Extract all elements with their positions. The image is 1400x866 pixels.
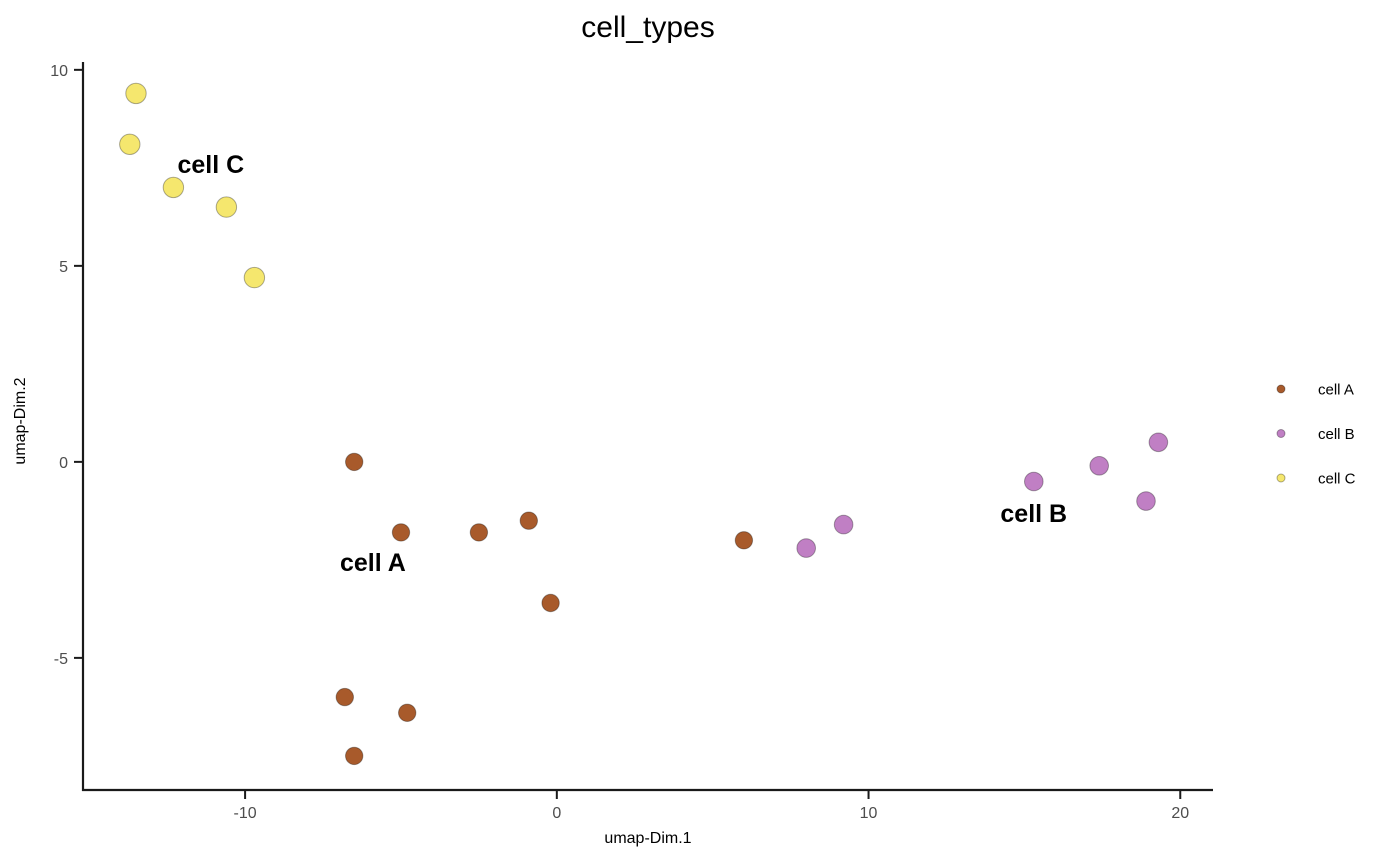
data-point-cell-a [345,452,364,472]
data-point-cell-a [469,523,489,542]
x-tick-label: 20 [1171,805,1189,822]
plot-title: cell_types [581,11,715,44]
data-point-cell-b [1148,432,1169,453]
data-point-cell-c [119,133,141,156]
data-point-cell-b [1136,491,1156,511]
data-point-cell-a [519,511,538,530]
legend-label-cell-c: cell C [1318,471,1356,488]
y-tick-label: -5 [54,651,68,668]
legend-swatch-cell-a [1276,384,1286,394]
legend-label-cell-a: cell A [1318,382,1354,399]
data-point-cell-a [345,746,364,766]
y-tick-label: 0 [59,455,68,472]
x-axis-title: umap-Dim.1 [604,830,692,847]
data-point-cell-b [1089,456,1109,476]
cluster-label-cell-c: cell C [177,151,244,179]
data-point-cell-c [125,82,147,105]
legend-label-cell-b: cell B [1318,426,1355,443]
data-point-cell-c [215,196,238,218]
x-tick-label: 0 [552,805,561,822]
data-point-cell-b [796,538,817,558]
data-point-cell-a [335,687,354,707]
cluster-label-cell-a: cell A [340,549,406,577]
x-tick-label: -10 [234,805,257,822]
data-point-cell-c [243,266,266,289]
x-tick-label: 10 [860,805,878,822]
legend-swatch-cell-b [1276,429,1286,438]
data-point-cell-b [1024,471,1044,492]
data-point-cell-b [833,514,854,535]
data-point-cell-a [391,523,411,542]
data-point-cell-a [734,531,754,550]
y-tick-label: 10 [50,63,68,80]
y-axis-title: umap-Dim.2 [12,377,29,465]
y-tick-label: 5 [59,259,68,276]
data-point-cell-a [398,703,417,722]
data-point-cell-a [541,593,560,613]
cluster-label-cell-b: cell B [1000,500,1067,528]
data-point-cell-c [162,176,185,199]
legend-swatch-cell-c [1276,473,1286,483]
